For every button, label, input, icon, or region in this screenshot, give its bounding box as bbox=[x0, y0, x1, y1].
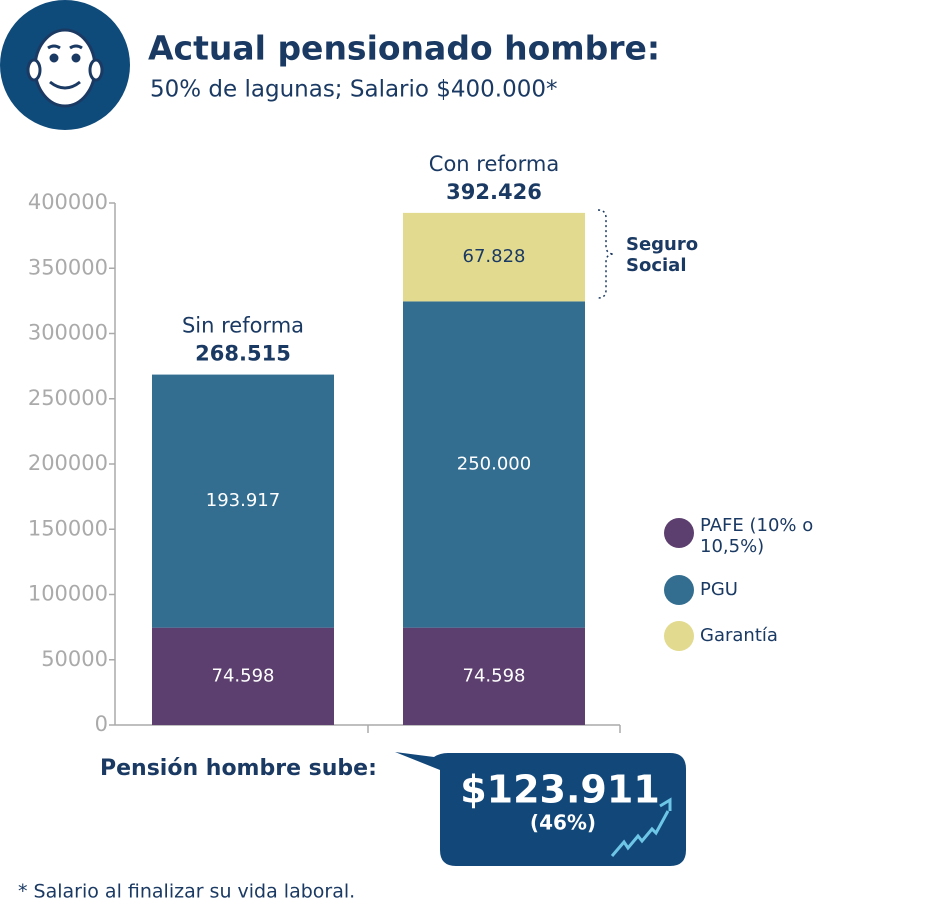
legend-label: PGU bbox=[700, 579, 738, 600]
callout-box bbox=[395, 752, 686, 866]
segment-label: 193.917 bbox=[206, 490, 280, 511]
segment-label: 74.598 bbox=[212, 665, 275, 686]
bar-segment bbox=[403, 301, 585, 628]
total-label: 268.515 bbox=[195, 342, 291, 366]
callout-value: $123.911 bbox=[460, 768, 660, 812]
trend-icon-arrow bbox=[659, 797, 672, 811]
chart-subtitle: 50% de lagunas; Salario $400.000* bbox=[150, 77, 558, 103]
avatar-face bbox=[26, 28, 104, 108]
y-tick-label: 300000 bbox=[28, 321, 108, 345]
bracket-label: Seguro Social bbox=[626, 234, 699, 276]
bracket bbox=[597, 209, 615, 299]
segment-label: 250.000 bbox=[457, 454, 531, 475]
trend-icon bbox=[610, 810, 670, 857]
bar-segment bbox=[152, 374, 334, 628]
bar-segment bbox=[403, 627, 585, 725]
y-tick-label: 250000 bbox=[28, 386, 108, 410]
legend-label: PAFE (10% o 10,5%) bbox=[700, 515, 814, 557]
category-label: Con reforma bbox=[429, 152, 559, 176]
legend-swatch bbox=[664, 575, 694, 605]
total-label: 392.426 bbox=[446, 180, 542, 204]
y-tick-label: 50000 bbox=[41, 647, 108, 671]
callout-label: Pensión hombre sube: bbox=[100, 756, 377, 781]
segment-label: 67.828 bbox=[463, 246, 526, 267]
y-tick-label: 150000 bbox=[28, 516, 108, 540]
legend-label: Garantía bbox=[700, 625, 778, 646]
y-tick-label: 100000 bbox=[28, 582, 108, 606]
y-tick-label: 400000 bbox=[28, 190, 108, 214]
category-label: Sin reforma bbox=[182, 314, 304, 338]
y-tick-label: 350000 bbox=[28, 255, 108, 279]
segment-label: 74.598 bbox=[463, 665, 526, 686]
chart-title: Actual pensionado hombre: bbox=[148, 29, 660, 68]
bar-segment bbox=[403, 212, 585, 302]
y-tick-label: 0 bbox=[95, 712, 108, 736]
footnote: * Salario al finalizar su vida laboral. bbox=[18, 881, 355, 903]
y-tick-label: 200000 bbox=[28, 451, 108, 475]
legend-swatch bbox=[664, 621, 694, 651]
bar-segment bbox=[152, 627, 334, 725]
callout-percent: (46%) bbox=[530, 811, 596, 835]
legend-swatch bbox=[664, 518, 694, 548]
